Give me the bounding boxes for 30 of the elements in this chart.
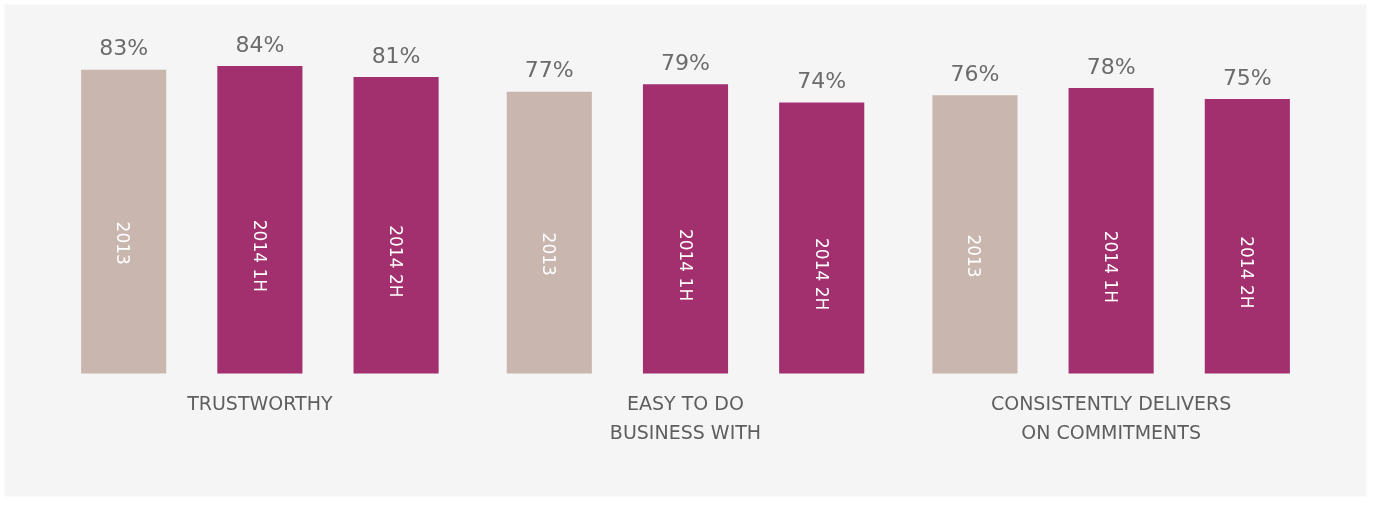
text: 2013 bbox=[964, 234, 985, 278]
data-label: 74% bbox=[797, 68, 847, 94]
bar bbox=[1068, 87, 1154, 374]
text: 2014 2H bbox=[386, 225, 407, 298]
bar bbox=[353, 76, 439, 374]
text: 2013 bbox=[113, 221, 134, 265]
series-label: 2013 bbox=[538, 232, 559, 276]
x-tick-label: EASY TO DO BUSINESS WITH bbox=[609, 391, 762, 443]
data-label: 83% bbox=[99, 35, 149, 61]
data-label: 84% bbox=[235, 31, 285, 57]
data-label: 78% bbox=[1086, 53, 1136, 79]
text: 2014 1H bbox=[249, 219, 270, 293]
text: 2014 1H bbox=[1101, 230, 1122, 304]
series-label: 2014 2H bbox=[811, 238, 832, 311]
series-label: 2014 1H bbox=[675, 228, 696, 302]
bar bbox=[1204, 98, 1290, 374]
data-label: 81% bbox=[371, 42, 421, 68]
bar bbox=[779, 102, 865, 374]
bar bbox=[506, 91, 592, 374]
bar bbox=[81, 69, 167, 374]
bar bbox=[642, 84, 729, 374]
data-label: 75% bbox=[1222, 64, 1272, 90]
x-tick-label: TRUSTWORTHY bbox=[186, 391, 333, 414]
text: 2014 2H bbox=[1237, 236, 1258, 309]
data-label: 76% bbox=[950, 61, 1000, 87]
data-label: 77% bbox=[524, 57, 574, 83]
data-label: 79% bbox=[661, 50, 710, 76]
bar bbox=[932, 95, 1018, 374]
x-tick-label: CONSISTENTLY DELIVERS ON COMMITMENTS bbox=[990, 391, 1232, 443]
bar bbox=[217, 66, 303, 374]
